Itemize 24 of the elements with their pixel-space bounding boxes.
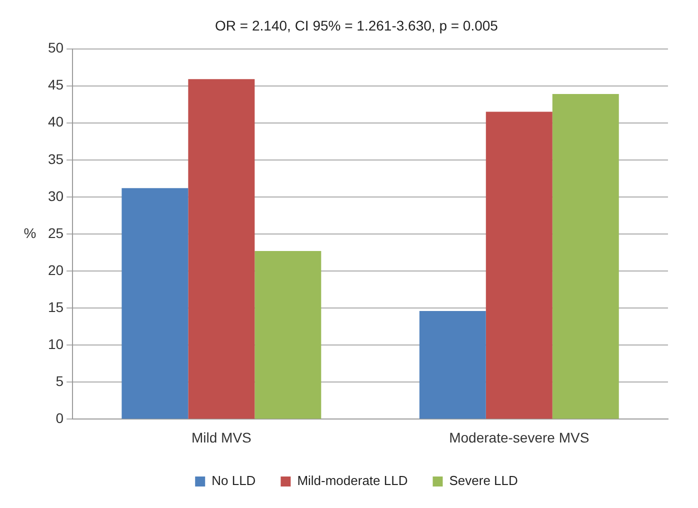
bar	[188, 79, 255, 419]
y-tick-label: 25	[48, 224, 64, 241]
x-tick-label: Moderate-severe MVS	[449, 429, 590, 446]
legend-label: Severe LLD	[449, 473, 518, 488]
bar	[486, 112, 552, 419]
bar	[552, 94, 619, 419]
x-tick-label: Mild MVS	[191, 429, 252, 446]
bar	[122, 188, 188, 419]
bar	[419, 311, 486, 419]
legend-label: No LLD	[212, 473, 256, 488]
y-axis-title: %	[24, 224, 36, 241]
y-tick-label: 50	[48, 40, 64, 56]
y-tick-label: 5	[56, 373, 64, 390]
y-tick-label: 35	[48, 150, 64, 167]
y-tick-label: 10	[48, 336, 64, 352]
y-tick-label: 45	[48, 76, 64, 93]
chart-title: OR = 2.140, CI 95% = 1.261-3.630, p = 0.005	[215, 17, 498, 34]
y-tick-label: 0	[56, 410, 64, 426]
legend-label: Mild-moderate LLD	[297, 473, 408, 488]
y-tick-label: 20	[48, 262, 64, 278]
y-tick-label: 30	[48, 188, 64, 204]
y-tick-label: 15	[48, 298, 64, 315]
bar	[254, 251, 322, 419]
y-tick-label: 40	[48, 114, 64, 130]
